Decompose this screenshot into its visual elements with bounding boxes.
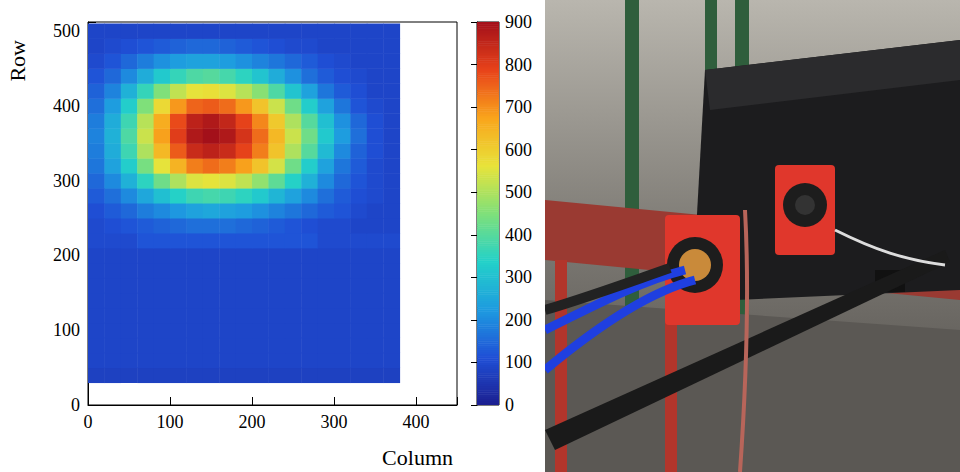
svg-text:200: 200 [505,310,532,330]
svg-text:800: 800 [505,55,532,75]
svg-text:300: 300 [53,171,80,191]
svg-text:100: 100 [505,352,532,372]
svg-text:100: 100 [157,412,184,432]
svg-text:Column: Column [382,445,453,470]
svg-text:500: 500 [505,182,532,202]
svg-text:200: 200 [53,245,80,265]
svg-text:400: 400 [505,225,532,245]
svg-text:400: 400 [403,412,430,432]
svg-text:100: 100 [53,320,80,340]
svg-text:600: 600 [505,140,532,160]
svg-text:Row: Row [5,40,30,82]
svg-text:0: 0 [84,412,93,432]
svg-text:300: 300 [321,412,348,432]
svg-text:400: 400 [53,96,80,116]
svg-text:500: 500 [53,21,80,41]
svg-text:0: 0 [505,395,514,415]
svg-text:900: 900 [505,12,532,32]
svg-text:200: 200 [239,412,266,432]
svg-text:300: 300 [505,267,532,287]
svg-text:700: 700 [505,97,532,117]
svg-text:0: 0 [71,395,80,415]
